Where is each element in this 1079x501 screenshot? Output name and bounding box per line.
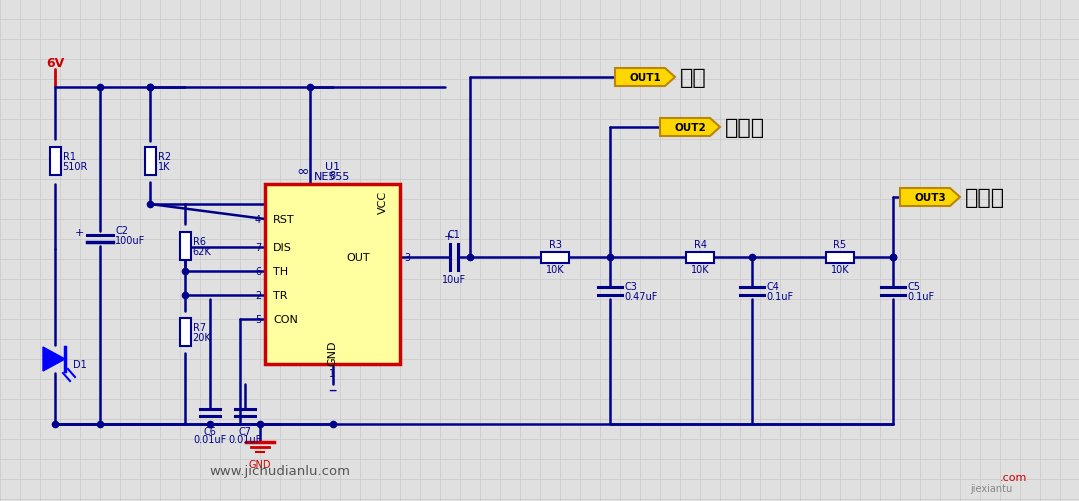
Bar bbox=[179, 318, 191, 346]
Text: NE555: NE555 bbox=[314, 172, 351, 182]
Text: CON: CON bbox=[273, 314, 298, 324]
Text: C5: C5 bbox=[907, 282, 920, 292]
Text: 0.01uF: 0.01uF bbox=[193, 434, 227, 444]
Text: R3: R3 bbox=[548, 240, 561, 250]
Text: 510R: 510R bbox=[63, 162, 87, 172]
Text: 8: 8 bbox=[329, 171, 336, 181]
Text: TH: TH bbox=[273, 267, 288, 277]
Text: +: + bbox=[74, 227, 84, 237]
Text: 6V: 6V bbox=[46, 57, 64, 70]
Polygon shape bbox=[900, 188, 960, 206]
Text: R5: R5 bbox=[833, 240, 847, 250]
Text: R1: R1 bbox=[63, 152, 76, 162]
Polygon shape bbox=[615, 69, 675, 87]
Text: 方波: 方波 bbox=[680, 68, 707, 88]
Text: www.jichudianlu.com: www.jichudianlu.com bbox=[209, 464, 351, 477]
Text: R2: R2 bbox=[158, 152, 170, 162]
Text: 4: 4 bbox=[255, 214, 261, 224]
Text: 0.1uF: 0.1uF bbox=[907, 292, 934, 302]
Text: 0.47uF: 0.47uF bbox=[624, 292, 657, 302]
Text: 20K: 20K bbox=[192, 332, 211, 342]
Bar bbox=[827, 252, 853, 263]
Text: RST: RST bbox=[273, 214, 295, 224]
Text: 正弦波: 正弦波 bbox=[965, 188, 1006, 207]
Polygon shape bbox=[43, 347, 65, 371]
Text: C4: C4 bbox=[766, 282, 779, 292]
Text: 1K: 1K bbox=[158, 162, 170, 172]
Text: –: – bbox=[328, 380, 337, 398]
Text: +: + bbox=[443, 231, 453, 241]
Text: .com: .com bbox=[1000, 472, 1027, 482]
Text: 100uF: 100uF bbox=[115, 235, 146, 245]
Text: R4: R4 bbox=[694, 240, 707, 250]
Text: 三角波: 三角波 bbox=[725, 118, 765, 138]
Text: R7: R7 bbox=[192, 322, 206, 332]
Text: DIS: DIS bbox=[273, 242, 292, 253]
Text: 10K: 10K bbox=[546, 265, 564, 275]
Bar bbox=[686, 252, 714, 263]
Bar bbox=[265, 185, 400, 364]
Text: C3: C3 bbox=[624, 282, 637, 292]
Text: GND: GND bbox=[249, 459, 271, 469]
Text: TR: TR bbox=[273, 291, 287, 301]
Text: 6: 6 bbox=[255, 267, 261, 277]
Text: C2: C2 bbox=[115, 225, 128, 235]
Text: 5: 5 bbox=[255, 314, 261, 324]
Text: 0.1uF: 0.1uF bbox=[766, 292, 793, 302]
Text: 62K: 62K bbox=[192, 246, 211, 257]
Text: 2: 2 bbox=[255, 291, 261, 301]
Text: ∞: ∞ bbox=[296, 163, 309, 178]
Bar bbox=[541, 252, 569, 263]
Text: 1: 1 bbox=[329, 368, 336, 378]
Text: 10K: 10K bbox=[831, 265, 849, 275]
Text: OUT: OUT bbox=[346, 253, 370, 263]
Text: jiexiantu: jiexiantu bbox=[970, 483, 1012, 493]
Text: C6: C6 bbox=[204, 426, 217, 436]
Text: R6: R6 bbox=[192, 236, 205, 246]
Polygon shape bbox=[660, 119, 720, 137]
Text: 10K: 10K bbox=[691, 265, 709, 275]
Text: OUT2: OUT2 bbox=[674, 123, 706, 133]
Text: GND: GND bbox=[328, 340, 338, 365]
Text: 0.01uF: 0.01uF bbox=[229, 434, 261, 444]
Text: U1: U1 bbox=[325, 162, 340, 172]
Text: OUT1: OUT1 bbox=[629, 73, 660, 83]
Text: C1: C1 bbox=[448, 229, 461, 239]
Text: OUT3: OUT3 bbox=[914, 192, 946, 202]
Bar bbox=[179, 232, 191, 261]
Bar bbox=[145, 148, 155, 176]
Text: C7: C7 bbox=[238, 426, 251, 436]
Text: D1: D1 bbox=[73, 359, 86, 369]
Text: 7: 7 bbox=[255, 242, 261, 253]
Text: 10uF: 10uF bbox=[442, 275, 466, 285]
Text: VCC: VCC bbox=[378, 190, 388, 213]
Bar bbox=[50, 148, 60, 176]
Text: 3: 3 bbox=[404, 253, 410, 263]
